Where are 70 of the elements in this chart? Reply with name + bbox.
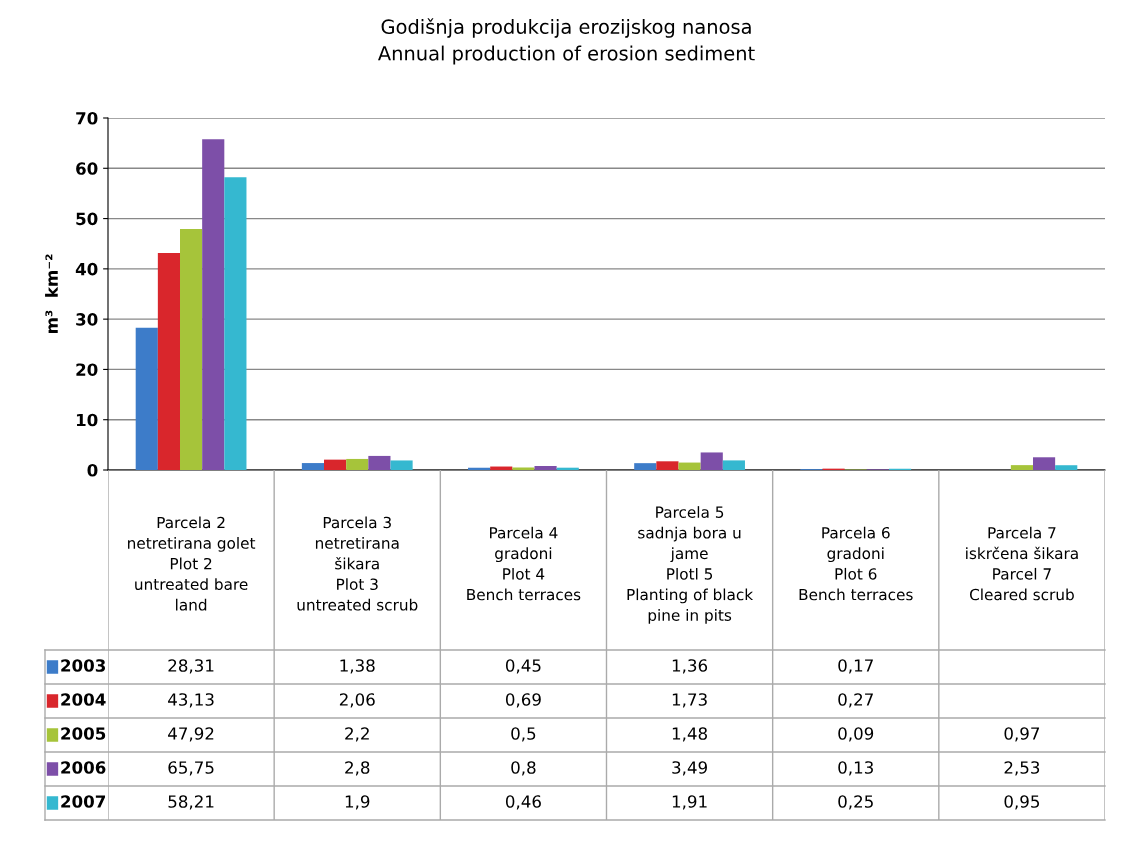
y-tick-label: 0 <box>87 463 98 477</box>
data-label: 2,53 <box>1004 761 1040 776</box>
data-label: 58,21 <box>168 795 214 810</box>
data-label: 2,06 <box>339 693 375 708</box>
data-label: 0,17 <box>838 659 873 674</box>
data-label: 43,13 <box>168 693 214 708</box>
data-label: 1,38 <box>340 659 375 674</box>
y-tick-label: 30 <box>76 313 98 326</box>
data-label: 0,27 <box>838 693 873 708</box>
bar <box>634 463 657 470</box>
data-label: 1,91 <box>672 795 707 810</box>
bar <box>202 139 225 470</box>
y-tick-label: 20 <box>76 363 98 376</box>
data-label: 65,75 <box>168 761 214 776</box>
data-label: 1,48 <box>672 727 707 742</box>
legend-label: 2005 <box>61 727 106 740</box>
x-tick-label: Parcela 2 netretirana golet Plot 2 untreated bare land <box>128 516 256 611</box>
bar <box>722 460 745 470</box>
bar <box>1055 465 1078 470</box>
y-tick-label: 10 <box>76 413 98 427</box>
data-label: 0,09 <box>838 727 874 742</box>
y-tick-label: 70 <box>76 111 98 125</box>
bar <box>1010 465 1033 470</box>
data-label: 0,8 <box>511 761 536 776</box>
data-label: 0,69 <box>505 693 541 708</box>
data-label: 1,73 <box>672 693 707 708</box>
data-label: 2,8 <box>345 761 370 776</box>
chart-title: Godišnja produkcija erozijskog nanosa <box>381 18 751 38</box>
bar <box>534 465 557 470</box>
data-label: 28,31 <box>168 659 214 674</box>
bar <box>700 452 723 470</box>
chart-subtitle: Annual production of erosion sediment <box>378 45 755 65</box>
bar <box>346 458 369 470</box>
data-label: 2,2 <box>345 727 369 742</box>
y-tick-label: 40 <box>75 262 98 276</box>
y-axis-title: m³ km⁻² <box>45 254 58 334</box>
data-label: 0,46 <box>505 795 541 810</box>
data-label: 0,13 <box>838 761 873 776</box>
bar <box>180 229 203 470</box>
legend-label: 2006 <box>61 761 106 774</box>
bar <box>512 467 535 470</box>
x-tick-label: Parcela 5 sadnja bora u jame Plotl 5 Planting of black pine in pits <box>627 506 754 624</box>
data-label: 0,25 <box>838 795 873 810</box>
data-label: 1,9 <box>345 795 370 810</box>
data-label: 1,36 <box>672 659 708 674</box>
bar <box>324 459 347 470</box>
bar <box>678 462 701 470</box>
x-tick-label: Parcela 6 gradoni Plot 6 Bench terraces <box>799 526 913 601</box>
x-tick-label: Parcela 3 netretirana šikara Plot 3 untreated scrub <box>297 516 418 611</box>
bar <box>1032 457 1056 470</box>
bar <box>135 327 158 470</box>
y-tick-label: 60 <box>76 162 98 175</box>
x-tick-label: Parcela 7 iskrčena šikara Parcel 7 Cleared scrub <box>966 526 1078 601</box>
y-tick-label: 50 <box>76 212 98 226</box>
data-label: 0,45 <box>505 659 541 674</box>
data-label: 3,49 <box>672 761 707 776</box>
bar <box>224 177 247 470</box>
data-label: 0,5 <box>511 727 536 742</box>
data-label: 47,92 <box>168 727 214 742</box>
bar <box>301 463 325 470</box>
legend-label: 2004 <box>61 693 106 706</box>
bar <box>157 253 181 470</box>
bar <box>390 460 413 470</box>
data-label: 0,95 <box>1004 795 1040 810</box>
data-label: 0,97 <box>1004 727 1040 742</box>
x-tick-label: Parcela 4 gradoni Plot 4 Bench terraces <box>467 526 581 601</box>
legend-label: 2007 <box>61 795 106 808</box>
legend-label: 2003 <box>61 659 106 672</box>
bar <box>656 461 679 470</box>
bar <box>368 455 391 470</box>
